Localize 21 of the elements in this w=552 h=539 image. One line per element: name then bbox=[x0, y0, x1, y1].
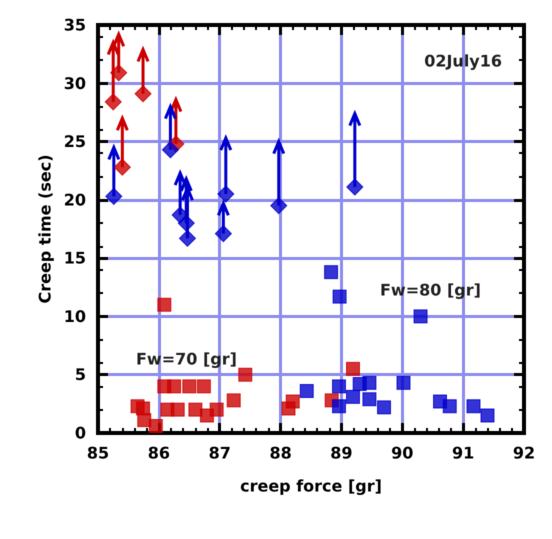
y-tick-label: 10 bbox=[64, 306, 86, 326]
y-tick-label: 5 bbox=[74, 365, 86, 384]
y-tick-label: 30 bbox=[64, 74, 86, 93]
x-tick-label: 86 bbox=[148, 444, 170, 462]
y-tick-label: 20 bbox=[64, 190, 86, 210]
x-tick-label: 88 bbox=[269, 444, 292, 462]
x-tick-label: 92 bbox=[512, 444, 536, 462]
y-tick-label: 15 bbox=[64, 248, 86, 268]
x-tick-label: 91 bbox=[452, 444, 474, 462]
y-tick-label: 0 bbox=[74, 424, 86, 442]
x-tick-label: 85 bbox=[86, 444, 110, 462]
annotation: 02July16 bbox=[424, 52, 502, 70]
x-tick-label: 87 bbox=[208, 444, 231, 462]
y-axis-title: Creep time (sec) bbox=[35, 154, 54, 304]
annotation: Fw=70 [gr] bbox=[136, 350, 237, 368]
x-axis-title: creep force [gr] bbox=[240, 476, 382, 496]
y-tick-label: 25 bbox=[64, 132, 86, 152]
x-tick-label: 89 bbox=[330, 444, 353, 462]
y-tick-label: 35 bbox=[64, 16, 86, 34]
x-tick-label: 90 bbox=[391, 444, 414, 462]
annotation: Fw=80 [gr] bbox=[380, 280, 481, 300]
